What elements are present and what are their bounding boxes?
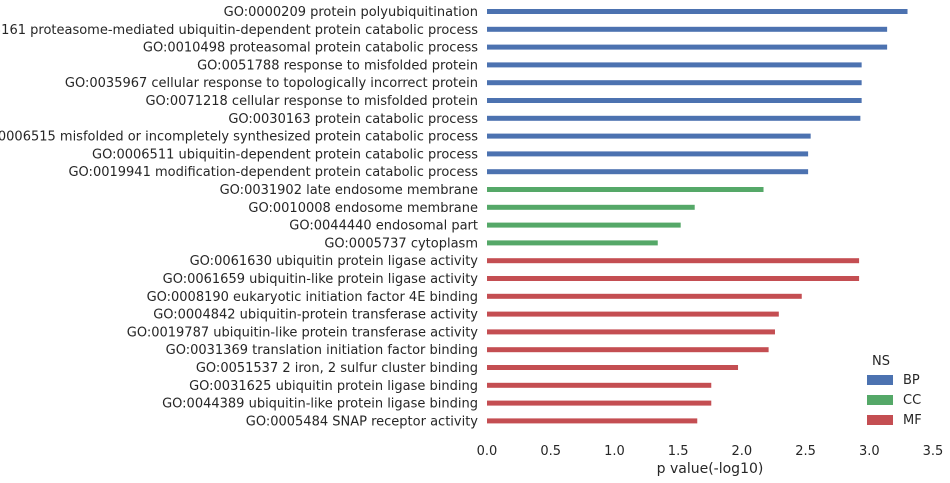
bar-bp xyxy=(487,26,888,32)
legend: NS BP CC MF xyxy=(867,354,922,428)
x-tick-label: 1.0 xyxy=(604,444,625,459)
bar-bp xyxy=(487,98,862,103)
category-label: GO:0061630 ubiquitin protein ligase acti… xyxy=(190,254,479,269)
bar-bp xyxy=(487,133,811,139)
bar-mf xyxy=(487,382,712,388)
x-tick-label: 1.5 xyxy=(668,444,689,459)
legend-label-cc: CC xyxy=(903,393,921,408)
bar-mf xyxy=(487,418,698,424)
category-label: GO:0010008 endosome membrane xyxy=(248,201,478,216)
legend-items: BP CC MF xyxy=(867,373,922,428)
legend-swatch-mf xyxy=(867,415,893,425)
legend-swatch-bp xyxy=(867,375,893,385)
category-label: GO:0061659 ubiquitin-like protein ligase… xyxy=(163,272,479,287)
category-label: GO:0019787 ubiquitin-like protein transf… xyxy=(127,325,479,340)
category-label: GO:0044389 ubiquitin-like protein ligase… xyxy=(162,397,478,412)
bar-mf xyxy=(487,276,860,281)
category-label: GO:0031369 translation initiation factor… xyxy=(166,343,478,358)
x-tick-label: 3.5 xyxy=(923,444,944,459)
category-label: GO:0010498 proteasomal protein catabolic… xyxy=(143,41,478,56)
bar-bp xyxy=(487,169,809,175)
category-label: GO:0044440 endosomal part xyxy=(289,219,478,234)
category-label: GO:0006515 misfolded or incompletely syn… xyxy=(0,130,478,145)
category-label: GO:0005484 SNAP receptor activity xyxy=(246,414,479,429)
bar-mf xyxy=(487,400,712,406)
bar-mf xyxy=(487,258,860,264)
bars-layer xyxy=(487,9,908,424)
legend-title: NS xyxy=(872,354,890,369)
bar-cc xyxy=(487,222,681,228)
x-tick-label: 2.5 xyxy=(795,444,816,459)
category-label: GO:0006511 ubiquitin-dependent protein c… xyxy=(92,147,478,162)
category-label: GO:0051537 2 iron, 2 sulfur cluster bind… xyxy=(196,361,478,376)
x-axis-title: p value(-log10) xyxy=(657,461,764,477)
bar-mf xyxy=(487,311,779,317)
category-label: GO:0004842 ubiquitin-protein transferase… xyxy=(153,308,478,323)
bar-bp xyxy=(487,9,908,14)
category-label: GO:0071218 cellular response to misfolde… xyxy=(145,94,478,109)
legend-swatch-cc xyxy=(867,395,893,405)
bar-bp xyxy=(487,44,888,50)
category-label: GO:0019941 modification-dependent protei… xyxy=(68,165,478,180)
x-tick-label: 0.0 xyxy=(477,444,498,459)
legend-label-mf: MF xyxy=(903,413,922,428)
x-tick-label: 0.5 xyxy=(540,444,561,459)
bar-bp xyxy=(487,62,862,68)
bar-bp xyxy=(487,80,862,86)
bar-cc xyxy=(487,240,658,246)
category-label: GO:0051788 response to misfolded protein xyxy=(197,58,478,73)
category-label: GO:0035967 cellular response to topologi… xyxy=(65,76,478,91)
bar-mf xyxy=(487,293,802,299)
bar-mf xyxy=(487,329,775,335)
bar-mf xyxy=(487,365,739,370)
bar-cc xyxy=(487,204,695,210)
category-label: GO:0031902 late endosome membrane xyxy=(220,183,478,198)
bar-bp xyxy=(487,151,809,157)
x-axis-ticks: 0.0 0.5 1.0 1.5 2.0 2.5 3.0 3.5 xyxy=(477,444,944,459)
bar-mf xyxy=(487,347,769,353)
category-labels: GO:0000209 protein polyubiquitination GO:… xyxy=(0,5,478,429)
category-label: GO:0008190 eukaryotic initiation factor … xyxy=(147,290,478,305)
bar-bp xyxy=(487,115,861,121)
category-label: GO:0031625 ubiquitin protein ligase bind… xyxy=(189,379,478,394)
category-label: GO:0005737 cytoplasm xyxy=(324,236,478,251)
legend-label-bp: BP xyxy=(903,373,920,388)
category-label: GO:0043161 proteasome-mediated ubiquitin… xyxy=(0,23,478,38)
bar-cc xyxy=(487,187,764,192)
x-tick-label: 3.0 xyxy=(859,444,880,459)
x-tick-label: 2.0 xyxy=(732,444,753,459)
category-label: GO:0000209 protein polyubiquitination xyxy=(224,5,478,20)
category-label: GO:0030163 protein catabolic process xyxy=(228,112,478,127)
